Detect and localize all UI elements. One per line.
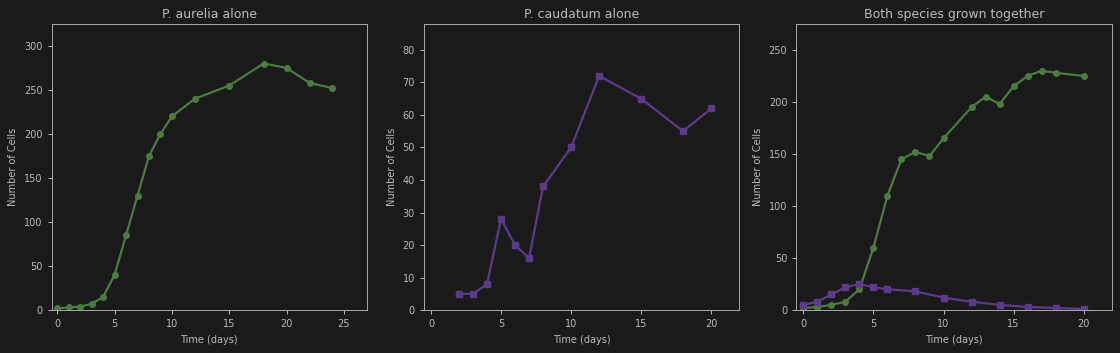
X-axis label: Time (days): Time (days) — [553, 335, 610, 345]
Title: Both species grown together: Both species grown together — [864, 8, 1044, 21]
Y-axis label: Number of Cells: Number of Cells — [388, 128, 396, 206]
Title: P. aurelia alone: P. aurelia alone — [161, 8, 256, 21]
X-axis label: Time (days): Time (days) — [925, 335, 983, 345]
Y-axis label: Number of Cells: Number of Cells — [753, 128, 763, 206]
Y-axis label: Number of Cells: Number of Cells — [8, 128, 18, 206]
Title: P. caudatum alone: P. caudatum alone — [524, 8, 640, 21]
X-axis label: Time (days): Time (days) — [180, 335, 239, 345]
